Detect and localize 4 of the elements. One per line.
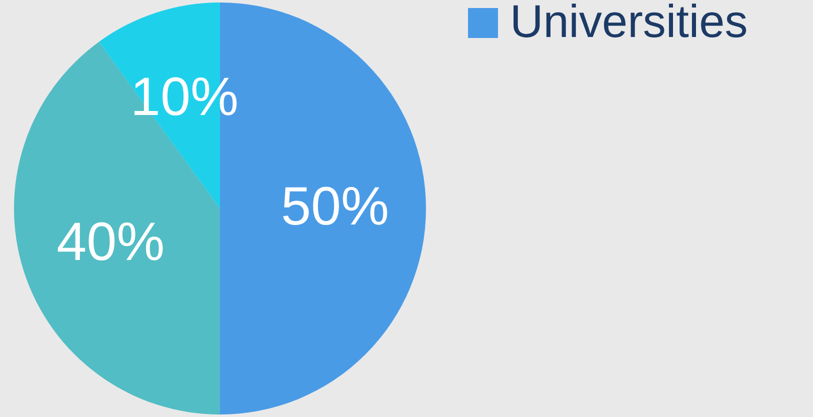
data-label: 10% <box>130 67 239 128</box>
data-label: 50% <box>280 176 390 236</box>
legend-label: Universities <box>510 0 748 47</box>
data-label: 40% <box>56 212 165 272</box>
